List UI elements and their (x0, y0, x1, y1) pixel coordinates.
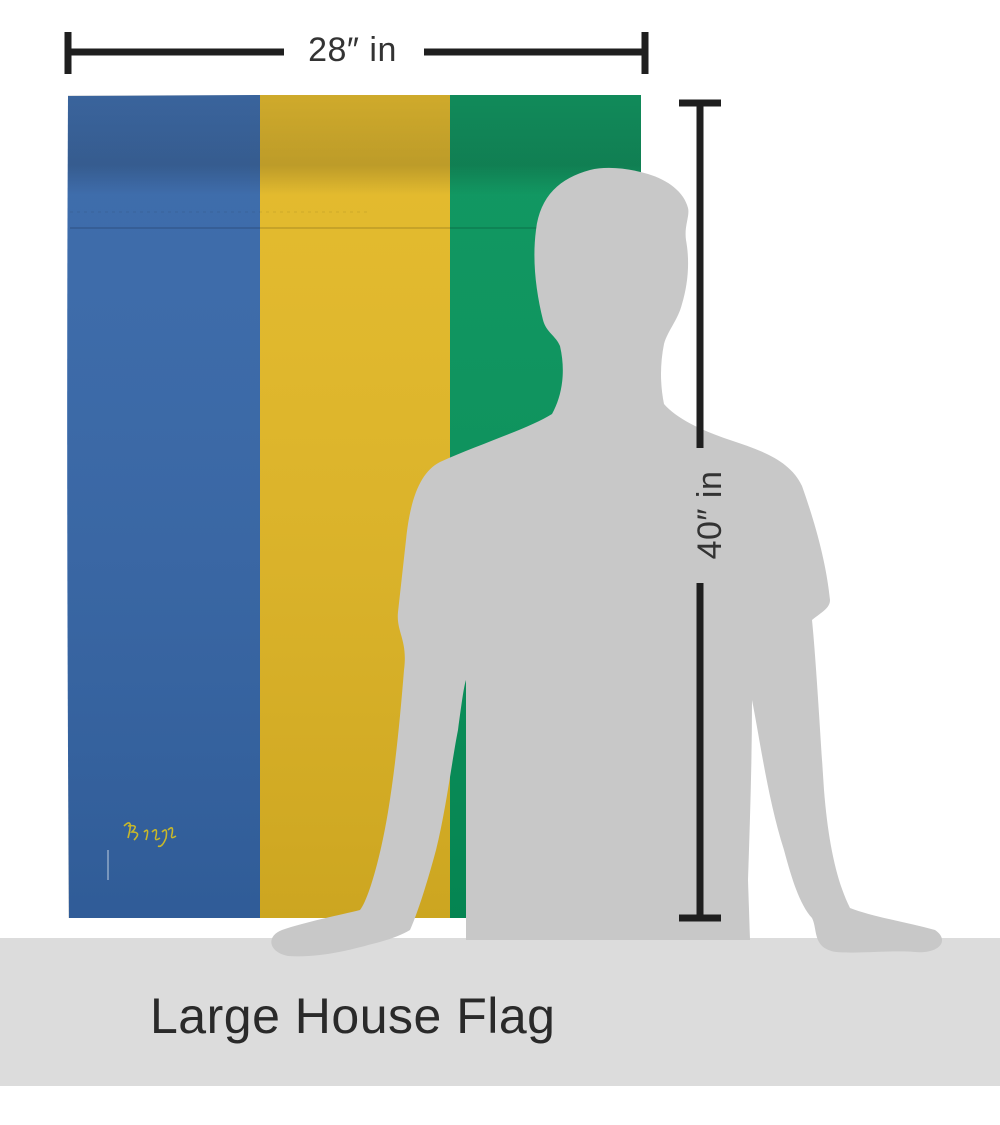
width-dimension-label: 28″ in (280, 28, 425, 72)
product-caption: Large House Flag (150, 985, 555, 1047)
height-dimension-label: 40″ in (688, 465, 732, 565)
